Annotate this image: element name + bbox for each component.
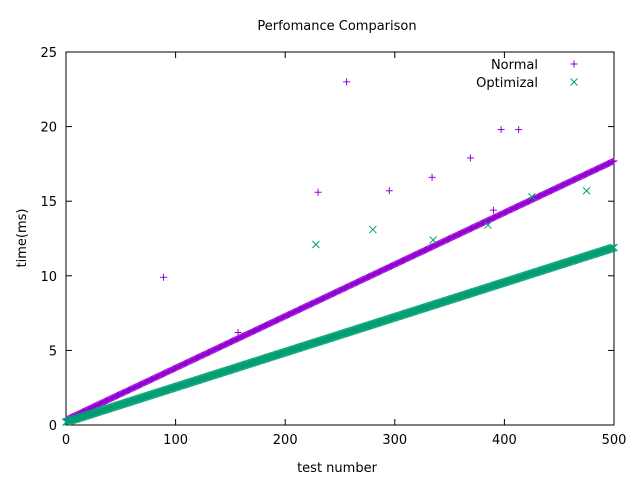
data-point-outlier [369, 225, 377, 234]
y-tick-label: 15 [40, 195, 57, 210]
series-layer [62, 78, 618, 426]
legend-label: Normal [491, 58, 538, 73]
y-axis-ticks: 0 5 10 15 20 25 [40, 46, 614, 434]
y-tick-label: 0 [49, 419, 57, 434]
data-point-outlier [484, 221, 492, 229]
data-point-outlier [234, 328, 242, 336]
y-tick-label: 25 [40, 46, 57, 61]
x-tick-label: 400 [492, 433, 517, 448]
data-point-outlier [428, 173, 436, 181]
y-tick-label: 10 [40, 270, 57, 285]
data-point-outlier [515, 126, 523, 134]
data-point-outlier [314, 188, 322, 196]
x-tick-label: 300 [382, 433, 407, 448]
data-point [609, 157, 617, 165]
x-axis-ticks: 0 100 200 300 400 500 [62, 52, 627, 448]
data-point [609, 243, 617, 252]
data-point-outlier [343, 78, 351, 86]
data-point [607, 244, 616, 253]
data-point-outlier [582, 186, 591, 195]
x-tick-label: 0 [62, 433, 70, 448]
legend-label: Optimizal [476, 76, 538, 91]
legend-marker [570, 78, 578, 86]
data-point-outlier [489, 206, 497, 214]
x-tick-label: 500 [602, 433, 627, 448]
data-point-outlier [527, 192, 536, 201]
data-point [610, 243, 618, 252]
y-tick-label: 5 [49, 344, 57, 359]
legend-marker [570, 60, 578, 68]
data-point-outlier [385, 187, 393, 195]
y-tick-label: 20 [40, 121, 57, 136]
x-tick-label: 200 [273, 433, 298, 448]
legend: Normal Optimizal [476, 58, 578, 91]
data-point-outlier [466, 154, 474, 162]
data-point-outlier [160, 273, 168, 281]
data-point-outlier [312, 240, 320, 249]
data-point-outlier [429, 236, 438, 244]
series-optimizal [62, 186, 618, 426]
x-axis-label: test number [297, 461, 377, 476]
x-tick-label: 100 [163, 433, 188, 448]
data-point [610, 157, 618, 165]
chart-title: Perfomance Comparison [257, 19, 416, 34]
y-axis-label: time(ms) [15, 209, 30, 268]
data-point-outlier [497, 126, 505, 134]
plot-frame [65, 51, 615, 426]
series-normal [62, 78, 618, 424]
